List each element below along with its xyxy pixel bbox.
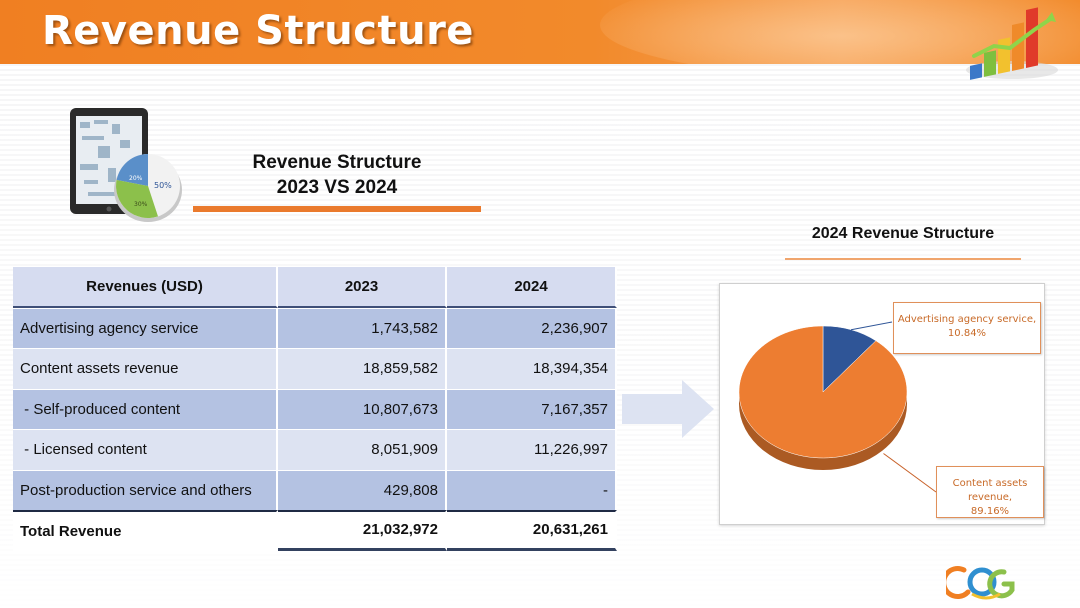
- header-banner: Revenue Structure: [0, 0, 1080, 64]
- row-value-2024: -: [447, 469, 617, 510]
- callout-advertising-label: Advertising agency service,: [897, 314, 1037, 325]
- callout-content-label: Content assets revenue,: [952, 478, 1028, 503]
- table-row: Post-production service and others 429,8…: [13, 469, 617, 510]
- subtitle-line-2: 2023 VS 2024: [276, 177, 398, 198]
- chart-title-underline: [785, 258, 1021, 260]
- subtitle-line-1: Revenue Structure: [252, 152, 422, 173]
- company-logo-icon: [946, 566, 1015, 600]
- row-value-2024: 18,394,354: [447, 348, 617, 389]
- pie-chart: [738, 321, 937, 493]
- subtitle-underline: [193, 206, 481, 212]
- column-header-2023: 2023: [278, 267, 447, 308]
- page-title: Revenue Structure: [42, 8, 474, 54]
- row-value-2023: 18,859,582: [278, 348, 447, 389]
- column-header-revenues: Revenues (USD): [13, 267, 278, 308]
- row-value-2024: 11,226,997: [447, 429, 617, 470]
- chart-title: 2024 Revenue Structure: [811, 225, 995, 242]
- leader-line-0: [850, 321, 893, 331]
- callout-content: Content assets revenue, 89.16%: [936, 466, 1044, 518]
- table-row: Advertising agency service 1,743,582 2,2…: [13, 307, 617, 348]
- callout-content-value: 89.16%: [970, 506, 1010, 517]
- row-value-2023: 1,743,582: [278, 307, 447, 348]
- pie-slice-1: [738, 325, 908, 459]
- revenue-table: Revenues (USD) 2023 2024 Advertising age…: [13, 267, 617, 551]
- callout-advertising-value: 10.84%: [947, 328, 987, 339]
- row-label: Advertising agency service: [13, 307, 278, 348]
- total-value-2023: 21,032,972: [278, 510, 447, 551]
- row-label: Post-production service and others: [13, 469, 278, 510]
- row-value-2024: 2,236,907: [447, 307, 617, 348]
- row-value-2024: 7,167,357: [447, 388, 617, 429]
- table-total-row: Total Revenue 21,032,972 20,631,261: [13, 510, 617, 551]
- bar-chart-growth-icon: [966, 7, 1058, 80]
- row-value-2023: 8,051,909: [278, 429, 447, 470]
- row-label: - Licensed content: [13, 429, 278, 470]
- row-label: - Self-produced content: [13, 388, 278, 429]
- row-value-2023: 10,807,673: [278, 388, 447, 429]
- table-row: Content assets revenue 18,859,582 18,394…: [13, 348, 617, 389]
- tablet-pie-chart-icon: 20% 50% 30%: [70, 108, 182, 222]
- table-row: - Licensed content 8,051,909 11,226,997: [13, 429, 617, 470]
- section-subtitle: Revenue Structure 2023 VS 2024: [192, 150, 482, 200]
- total-value-2024: 20,631,261: [447, 510, 617, 551]
- leader-line-1: [883, 453, 937, 493]
- right-arrow-icon: [622, 380, 714, 438]
- tablet-pie-label-20: 20%: [129, 175, 143, 182]
- total-label: Total Revenue: [13, 510, 278, 551]
- table-row: - Self-produced content 10,807,673 7,167…: [13, 388, 617, 429]
- pie-side-wall: [739, 392, 907, 470]
- row-label: Content assets revenue: [13, 348, 278, 389]
- callout-advertising: Advertising agency service, 10.84%: [893, 302, 1041, 354]
- tablet-pie-label-30: 30%: [134, 201, 148, 208]
- column-header-2024: 2024: [447, 267, 617, 308]
- row-value-2023: 429,808: [278, 469, 447, 510]
- table-header-row: Revenues (USD) 2023 2024: [13, 267, 617, 308]
- pie-chart-panel: Advertising agency service, 10.84% Conte…: [719, 283, 1045, 525]
- tablet-pie-label-50: 50%: [154, 181, 172, 190]
